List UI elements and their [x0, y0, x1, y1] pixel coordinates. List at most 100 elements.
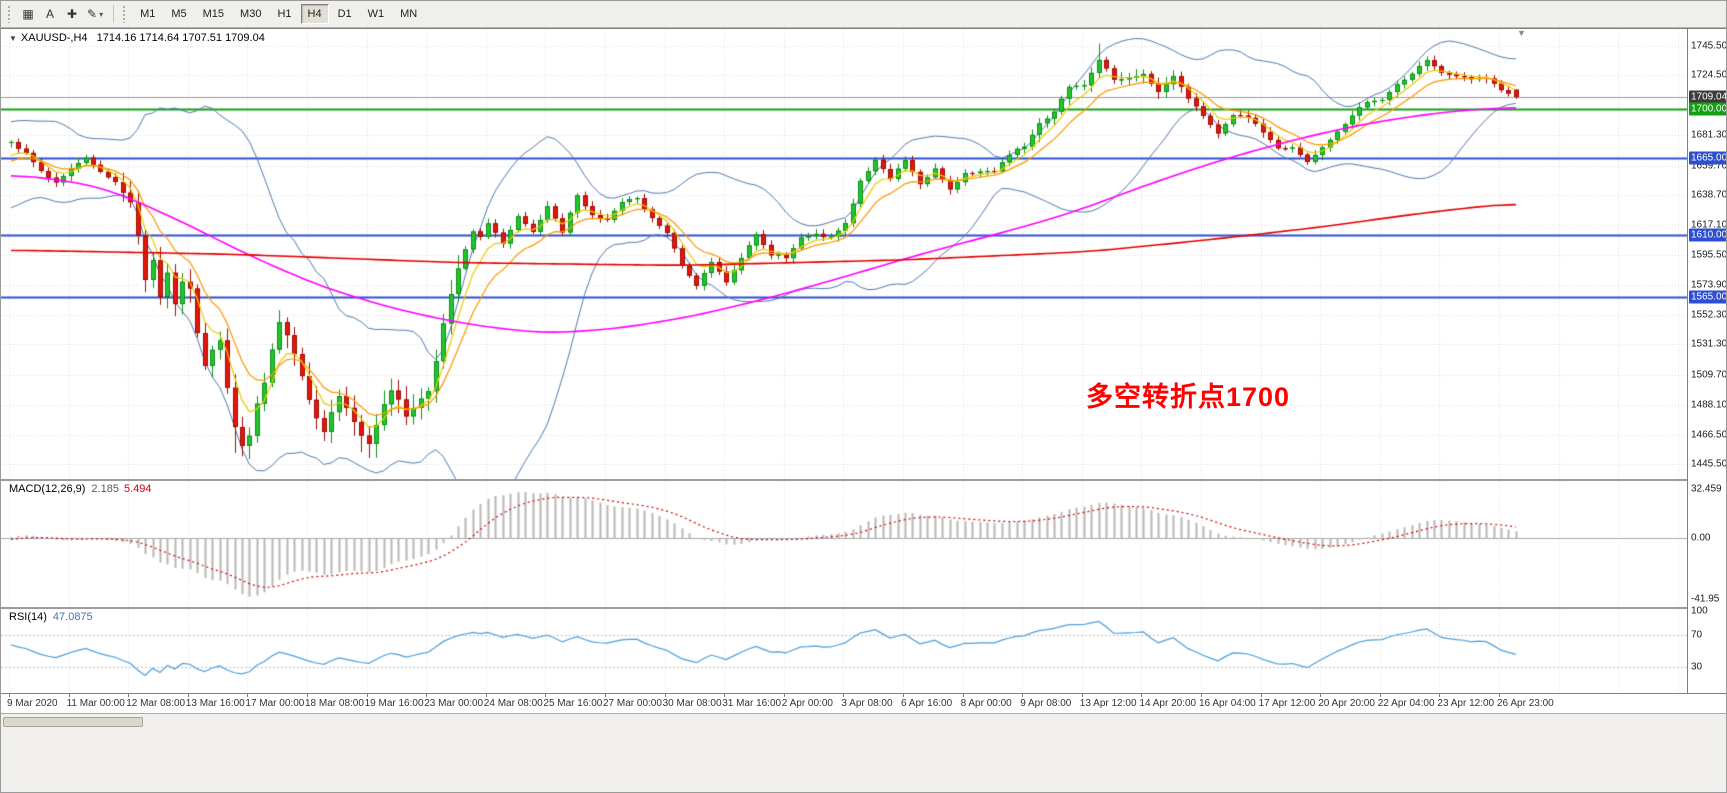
chart-text-annotation: 多空转折点1700 [1086, 382, 1291, 412]
rsi-canvas[interactable] [1, 609, 1687, 693]
time-tick [188, 694, 189, 697]
crosshair-icon[interactable]: ✚ [61, 4, 83, 25]
timeframe-button-d1[interactable]: D1 [331, 4, 359, 24]
time-label: 31 Mar 16:00 [722, 698, 782, 709]
time-label: 11 Mar 00:00 [66, 698, 125, 709]
time-tick [605, 694, 606, 697]
time-tick [1082, 694, 1083, 697]
time-label: 27 Mar 00:00 [603, 698, 662, 709]
macd-name: MACD(12,26,9) [9, 483, 86, 495]
price-badge-1610-00: 1610.00 [1689, 228, 1726, 242]
price-axis: 1745.50 1724.50 1681.30 1659.70 1638.70 1617.… [1687, 29, 1727, 693]
time-label: 2 Apr 00:00 [781, 698, 833, 709]
time-label: 18 Mar 08:00 [305, 698, 364, 709]
time-label: 6 Apr 16:00 [901, 698, 953, 709]
dropdown-caret-icon: ▾ [99, 9, 104, 19]
time-tick [1022, 694, 1023, 697]
time-label: 30 Mar 08:00 [662, 698, 722, 709]
macd-canvas[interactable] [1, 481, 1687, 607]
rsi-tick-label: 70 [1691, 629, 1703, 641]
macd-value-signal: 5.494 [123, 483, 152, 495]
price-tick-label: 1488.10 [1691, 399, 1727, 411]
price-tick-label: 1617.10 [1691, 219, 1727, 231]
timeframe-button-w1[interactable]: W1 [361, 4, 392, 24]
chart-symbol-period: XAUUSD-,H4 [20, 32, 88, 44]
time-axis: 9 Mar 2020 11 Mar 00:00 12 Mar 08:00 13 Mar… [1, 693, 1726, 713]
rsi-name: RSI(14) [9, 611, 47, 623]
price-badge-1665-00: 1665.00 [1689, 151, 1726, 165]
chart-window-icon[interactable]: ▦ [17, 4, 39, 25]
price-tick-label: 1573.90 [1691, 279, 1727, 291]
time-tick [784, 694, 785, 697]
chart-window: 1745.50 1724.50 1681.30 1659.70 1638.70 1617.… [1, 28, 1727, 792]
price-badge-1565-00: 1565.00 [1689, 290, 1726, 304]
chart-shift-marker-icon: ▼ [1517, 28, 1526, 38]
time-label: 17 Mar 00:00 [245, 698, 305, 709]
price-tick-label: 1531.30 [1691, 338, 1727, 350]
price-tick-label: 1724.50 [1691, 69, 1727, 81]
price-tick-label: 1445.50 [1691, 458, 1727, 470]
rsi-tick-label: 100 [1691, 605, 1708, 617]
toolbar-divider [113, 5, 115, 23]
timeframe-grip[interactable] [122, 5, 127, 23]
time-label: 22 Apr 04:00 [1377, 698, 1435, 709]
price-tick-label: 1509.70 [1691, 369, 1727, 381]
toolbar-icon-group: ▦ A ✚ ✎ ▾ [17, 4, 107, 25]
time-label: 17 Apr 12:00 [1258, 698, 1316, 709]
chart-ohlc: 1714.16 1714.64 1707.51 1709.04 [96, 32, 265, 44]
time-tick [1439, 694, 1440, 697]
time-tick [247, 694, 248, 697]
time-tick [1380, 694, 1381, 697]
price-badge-1709-04: 1709.04 [1689, 90, 1726, 104]
time-tick [545, 694, 546, 697]
toolbar-grip[interactable] [7, 5, 11, 23]
time-tick [1499, 694, 1500, 697]
price-tick-label: 1466.50 [1691, 429, 1727, 441]
timeframe-button-m1[interactable]: M1 [133, 4, 162, 24]
horizontal-scrollbar-thumb[interactable] [3, 717, 143, 727]
text-tool-icon[interactable]: A [39, 4, 61, 25]
price-tick-label: 1552.30 [1691, 309, 1727, 321]
macd-tick-zero: 0.00 [1691, 532, 1711, 544]
timeframe-button-m15[interactable]: M15 [196, 4, 231, 24]
timeframe-button-m30[interactable]: M30 [233, 4, 268, 24]
timeframe-button-h1[interactable]: H1 [270, 4, 298, 24]
timeframe-button-mn[interactable]: MN [393, 4, 424, 24]
price-tick-label: 1745.50 [1691, 40, 1727, 52]
time-label: 23 Apr 12:00 [1437, 698, 1495, 709]
macd-tick-min: -41.95 [1691, 593, 1720, 605]
rsi-tick-label: 30 [1691, 661, 1703, 673]
price-tick-label: 1595.50 [1691, 249, 1727, 261]
macd-tick-max: 32.459 [1691, 483, 1722, 495]
rsi-value: 47.0875 [52, 611, 93, 623]
macd-label: MACD(12,26,9) 2.185 5.494 [9, 483, 151, 495]
time-label: 9 Apr 08:00 [1020, 698, 1072, 709]
timeframe-button-h4[interactable]: H4 [300, 4, 329, 24]
time-tick [367, 694, 368, 697]
time-label: 19 Mar 16:00 [364, 698, 424, 709]
time-tick [963, 694, 964, 697]
time-label: 26 Apr 23:00 [1497, 698, 1554, 709]
timeframe-group: M1 M5 M15 M30 H1 H4 D1 W1 MN [132, 4, 425, 24]
main-chart-canvas[interactable] [1, 29, 1687, 479]
time-tick [1320, 694, 1321, 697]
time-label: 8 Apr 00:00 [960, 698, 1012, 709]
draw-tools-icon[interactable]: ✎ ▾ [83, 4, 107, 25]
timeframe-button-m5[interactable]: M5 [164, 4, 193, 24]
time-label: 13 Apr 12:00 [1079, 698, 1137, 709]
time-label: 12 Mar 08:00 [126, 698, 186, 709]
price-tick-label: 1659.70 [1691, 160, 1727, 172]
panel-separator-rsi[interactable] [1, 607, 1726, 609]
rsi-label: RSI(14) 47.0875 [9, 611, 93, 623]
time-tick [128, 694, 129, 697]
price-badge-1700-00: 1700.00 [1689, 102, 1726, 116]
time-label: 3 Apr 08:00 [841, 698, 893, 709]
time-tick [1201, 694, 1202, 697]
panel-separator-macd[interactable] [1, 479, 1726, 481]
time-tick [843, 694, 844, 697]
time-tick [9, 694, 10, 697]
macd-value-main: 2.185 [91, 483, 119, 495]
time-tick [69, 694, 70, 697]
time-tick [1261, 694, 1262, 697]
